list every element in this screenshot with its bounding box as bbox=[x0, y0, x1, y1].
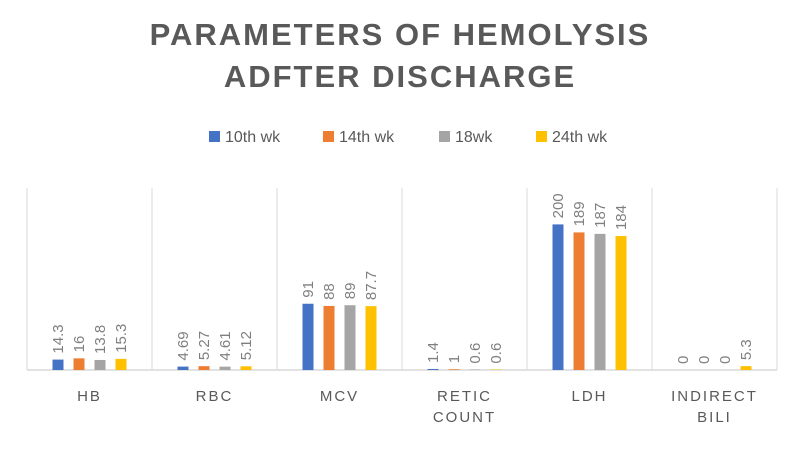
data-label: 5.27 bbox=[196, 331, 213, 360]
data-label: 184 bbox=[613, 205, 630, 230]
category-label: INDIRECT bbox=[671, 388, 758, 405]
bar bbox=[74, 358, 85, 370]
data-label: 4.61 bbox=[217, 331, 234, 360]
data-label: 15.3 bbox=[113, 324, 130, 353]
chart-title-line: ADFTER DISCHARGE bbox=[224, 59, 576, 94]
category-label: LDH bbox=[571, 388, 607, 405]
data-label: 5.12 bbox=[238, 331, 255, 360]
data-label: 187 bbox=[592, 203, 609, 228]
bar bbox=[616, 236, 627, 370]
bar bbox=[574, 232, 585, 370]
chart-title-line: PARAMETERS OF HEMOLYSIS bbox=[150, 17, 651, 52]
data-label: 0 bbox=[675, 356, 692, 364]
bar bbox=[116, 359, 127, 370]
data-label: 4.69 bbox=[175, 331, 192, 360]
legend-label: 14th wk bbox=[339, 129, 395, 146]
data-label: 14.3 bbox=[50, 324, 67, 353]
legend-swatch bbox=[209, 131, 220, 142]
bar bbox=[449, 369, 460, 370]
bar bbox=[178, 367, 189, 370]
category-label: RBC bbox=[196, 388, 234, 405]
bar bbox=[741, 366, 752, 370]
bar bbox=[241, 366, 252, 370]
legend-label: 18wk bbox=[455, 129, 493, 146]
data-label: 0.6 bbox=[488, 343, 505, 364]
data-label: 1.4 bbox=[425, 342, 442, 363]
legend-label: 24th wk bbox=[552, 129, 608, 146]
bar bbox=[428, 369, 439, 370]
data-label: 89 bbox=[342, 283, 359, 300]
data-label: 189 bbox=[571, 201, 588, 226]
bar bbox=[553, 224, 564, 370]
category-label: COUNT bbox=[433, 409, 496, 426]
bar bbox=[220, 367, 231, 370]
bar bbox=[366, 306, 377, 370]
legend-swatch bbox=[323, 131, 334, 142]
category-label: MCV bbox=[320, 388, 359, 405]
legend-swatch bbox=[536, 131, 547, 142]
category-label: HB bbox=[77, 388, 102, 405]
data-label: 16 bbox=[71, 336, 88, 353]
bar bbox=[345, 305, 356, 370]
bar bbox=[53, 360, 64, 370]
legend-label: 10th wk bbox=[225, 129, 281, 146]
category-label: BILI bbox=[697, 409, 732, 426]
legend-swatch bbox=[439, 131, 450, 142]
data-label: 13.8 bbox=[92, 325, 109, 354]
data-label: 88 bbox=[321, 283, 338, 300]
data-label: 0 bbox=[717, 356, 734, 364]
bar bbox=[95, 360, 106, 370]
bar bbox=[303, 304, 314, 370]
bar bbox=[324, 306, 335, 370]
data-label: 87.7 bbox=[363, 271, 380, 300]
data-label: 1 bbox=[446, 355, 463, 363]
data-label: 0.6 bbox=[467, 343, 484, 364]
data-label: 0 bbox=[696, 356, 713, 364]
data-label: 5.3 bbox=[738, 339, 755, 360]
data-label: 200 bbox=[550, 193, 567, 218]
bar bbox=[199, 366, 210, 370]
bar bbox=[595, 234, 606, 370]
data-label: 91 bbox=[300, 281, 317, 298]
category-label: RETIC bbox=[437, 388, 492, 405]
